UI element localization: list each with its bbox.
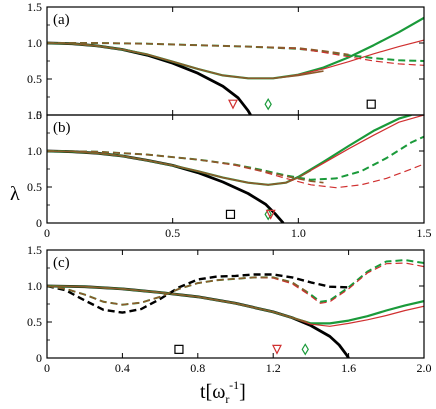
y-tick-label: 1.0 (27, 36, 42, 50)
series-group (47, 16, 424, 115)
marker-triangle-down (228, 99, 238, 110)
marker-square (174, 344, 184, 354)
x-axis-title-end: ] (239, 381, 246, 403)
panel-label: (a) (53, 12, 70, 28)
panel-label: (b) (53, 120, 71, 136)
series-line-6 (47, 150, 324, 184)
panel-frame (46, 114, 425, 224)
series-line-0 (47, 149, 285, 223)
series-line-3 (47, 150, 312, 186)
marker-diamond (264, 208, 272, 221)
x-axis-title-sub: r (225, 392, 229, 406)
x-tick-label: 1.0 (291, 226, 306, 240)
y-tick-label: 0 (36, 108, 42, 122)
series-line-5 (47, 259, 424, 306)
x-tick-label: 0 (44, 226, 50, 240)
x-tick-label: 2.0 (417, 361, 432, 375)
x-tick-label: 0.5 (165, 226, 180, 240)
y-tick-label: 1.5 (27, 108, 42, 122)
marker-diamond (264, 98, 272, 111)
series-line-2 (47, 285, 424, 327)
y-tick-label: 0 (36, 216, 42, 230)
panel-label: (c) (53, 255, 70, 271)
y-tick-label: 0.5 (27, 180, 42, 194)
panel-frame (46, 6, 425, 116)
y-tick-label: 1.5 (27, 243, 42, 257)
y-tick-label: 1.0 (27, 279, 42, 293)
marker-triangle-down (271, 344, 282, 355)
marker-triangle-down (265, 209, 276, 220)
x-tick-label: 0 (44, 361, 50, 375)
series-line-3 (47, 42, 324, 80)
series-line-6 (47, 262, 424, 306)
marker-square (366, 99, 376, 109)
x-axis-title-sup: -1 (229, 378, 239, 392)
series-line-4 (47, 273, 349, 314)
series-group (47, 259, 424, 358)
y-tick-label: 0 (36, 351, 42, 365)
y-tick-label: 0.5 (27, 72, 42, 86)
series-group (47, 115, 424, 223)
y-tick-label: 0.5 (27, 315, 42, 329)
panels-group: 00.51.01.5(a)00.51.01.50 0.5 1.0 1.5(b)00.5… (27, 0, 432, 375)
x-axis-title-main: t[ω (200, 381, 225, 403)
series-line-3 (47, 285, 308, 323)
x-tick-label: 1.5 (417, 226, 432, 240)
x-tick-label: 0.8 (190, 361, 205, 375)
y-axis-title: λ (10, 183, 20, 205)
series-line-2 (47, 115, 424, 186)
y-tick-label: 1.0 (27, 144, 42, 158)
panel-2: 0 0.5 1.0 1.5 0 0.4 0.8 1.2 1.6 2.0 (c) (27, 243, 432, 375)
series-line-1 (47, 115, 412, 186)
marker-square (225, 209, 236, 219)
series-line-7 (47, 276, 308, 306)
panel-1: 00.51.01.50 0.5 1.0 1.5(b) (27, 108, 432, 240)
series-line-5 (47, 150, 424, 189)
panel-0: 0 0.5 1.0 1.5 (a) (27, 0, 425, 122)
x-tick-label: 1.2 (266, 361, 281, 375)
y-tick-label: 1.5 (27, 0, 42, 14)
marker-diamond (301, 343, 309, 356)
x-tick-label: 0.4 (115, 361, 130, 375)
series-line-4 (47, 135, 424, 181)
x-axis-title: t[ωr-1] (200, 378, 246, 406)
panel-frame (46, 249, 425, 359)
series-line-6 (47, 42, 349, 56)
x-tick-label: 1.6 (341, 361, 356, 375)
